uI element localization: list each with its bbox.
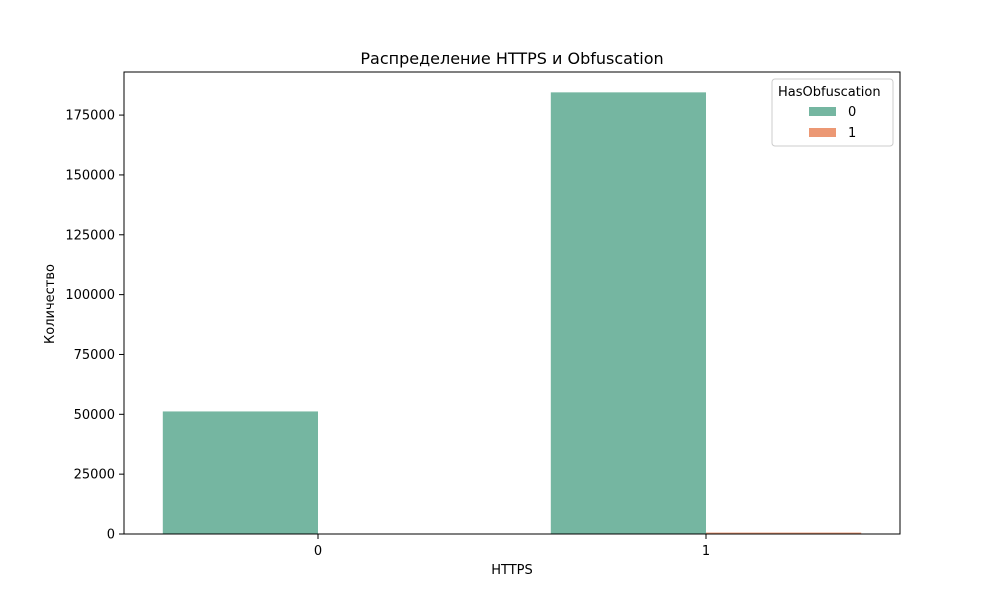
bar-0-series-0	[162, 411, 318, 534]
y-tick-label: 100000	[65, 288, 115, 303]
y-tick-label: 50000	[74, 408, 115, 423]
y-axis: 0 25000 50000 75000 100000 125000 150000 175000	[65, 109, 124, 543]
y-tick-label: 175000	[65, 109, 115, 124]
y-tick-label: 25000	[74, 468, 115, 483]
x-tick-label: 0	[314, 544, 322, 559]
legend: HasObfuscation 0 1	[771, 78, 894, 147]
chart-title: Распределение HTTPS и Obfuscation	[360, 49, 663, 68]
y-tick-label: 150000	[65, 168, 115, 183]
bar-1-series-1	[706, 532, 862, 534]
legend-label-0: 0	[848, 105, 856, 120]
y-tick-label: 125000	[65, 228, 115, 243]
x-tick-label: 1	[702, 544, 710, 559]
y-tick-label: 0	[107, 528, 115, 543]
plot-frame	[123, 71, 901, 535]
legend-label-1: 1	[848, 126, 856, 141]
bar-1-series-0	[550, 92, 706, 534]
x-axis-label: HTTPS	[491, 563, 533, 578]
y-axis-label: Количество	[43, 264, 58, 344]
legend-swatch-1	[809, 128, 836, 137]
legend-title: HasObfuscation	[778, 85, 881, 100]
bars-group	[162, 92, 862, 534]
legend-swatch-0	[809, 107, 836, 116]
y-tick-label: 75000	[74, 348, 115, 363]
